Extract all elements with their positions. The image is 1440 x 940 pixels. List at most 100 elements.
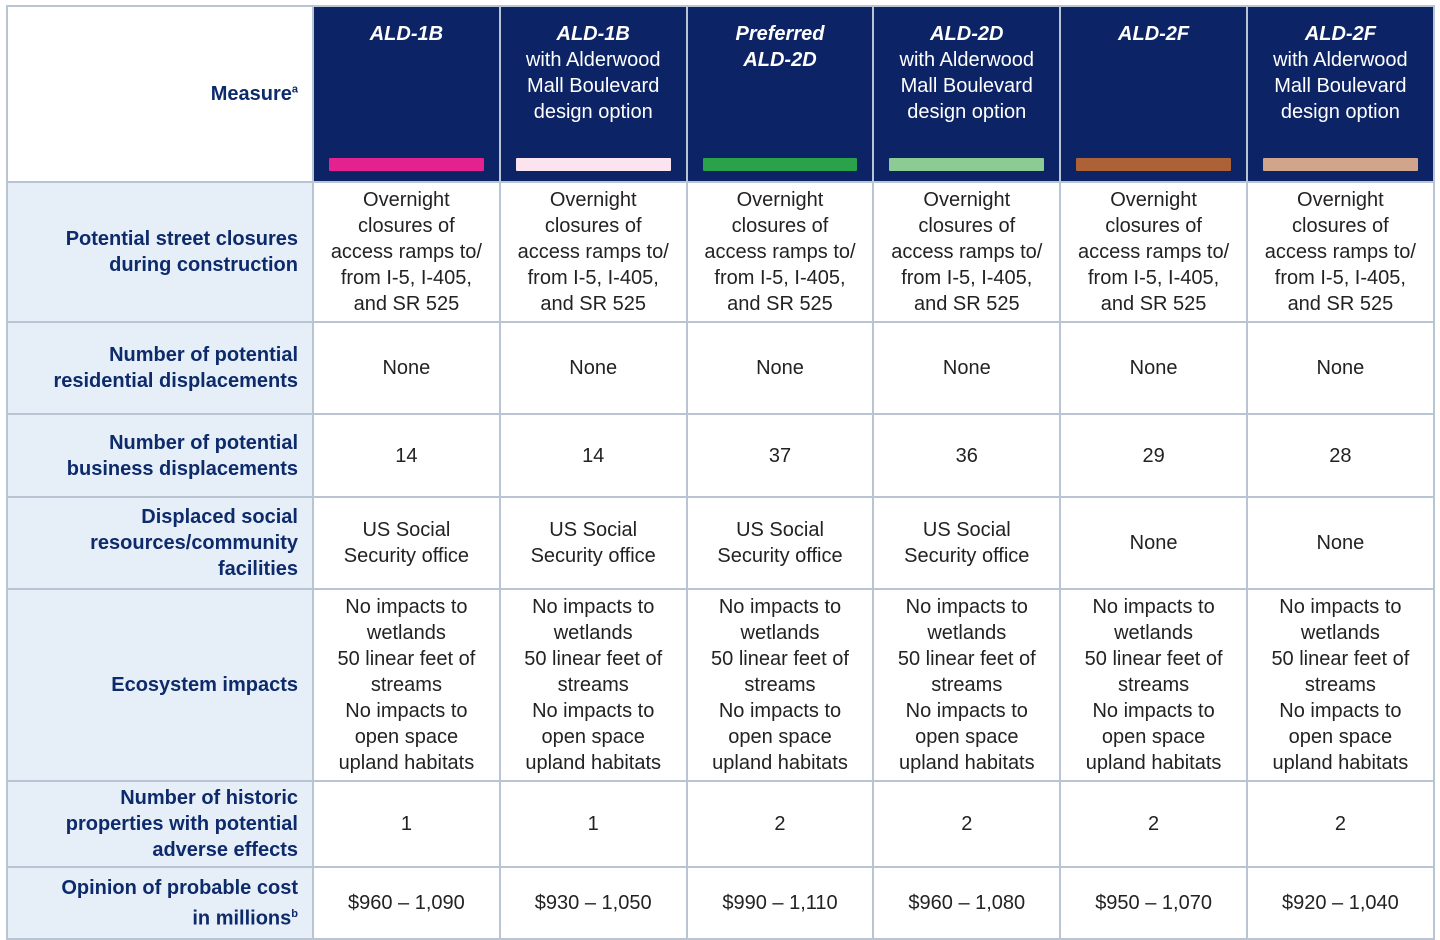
value-line: No impacts to — [1092, 596, 1215, 618]
value-line: US Social — [549, 519, 638, 541]
value-line: closures of — [918, 215, 1016, 237]
value-line: and SR 525 — [540, 293, 647, 315]
value-cell: No impacts to wetlands 50 linear feet of st… — [312, 588, 501, 782]
value-cell: None — [1245, 321, 1435, 415]
alt-name: ALD-1B — [556, 23, 630, 45]
value-line: No impacts to — [1092, 700, 1215, 722]
value-cell: 28 — [1245, 413, 1435, 498]
value-line: 2 — [1334, 813, 1346, 835]
alt-header-ald-2f-option: ALD-2F with Alderwood Mall Boulevard des… — [1245, 5, 1435, 183]
value-cell: $960 – 1,090 — [312, 866, 501, 940]
value-line: open space — [1288, 726, 1393, 748]
row-historic-properties: Number of historic properties with potent… — [6, 780, 1435, 868]
row-label-line: Ecosystem impacts — [111, 674, 298, 696]
row-probable-cost: Opinion of probable cost in millionsb $960… — [6, 866, 1435, 940]
row-label-line: facilities — [217, 558, 298, 580]
value-line: No impacts to — [1279, 700, 1402, 722]
alt-subtitle-line: with Alderwood — [525, 49, 661, 71]
value-line: No impacts to — [905, 700, 1028, 722]
value-cell: 14 — [312, 413, 501, 498]
value-line: US Social — [736, 519, 824, 541]
value-line: 50 linear feet of — [711, 648, 849, 670]
value-line: 28 — [1329, 444, 1352, 467]
row-label: Opinion of probable cost in millionsb — [6, 866, 314, 940]
value-cell: No impacts to wetlands 50 linear feet of st… — [685, 588, 875, 782]
value-line: Security office — [717, 545, 843, 567]
value-cell: 1 — [312, 780, 501, 868]
value-cell: Overnight closures of access ramps to/from… — [312, 181, 501, 323]
row-label-footnote-marker: b — [291, 907, 298, 920]
value-line: 2 — [774, 813, 786, 835]
table-body: Potential street closures during construc… — [6, 181, 1435, 940]
alt-color-swatch — [515, 158, 671, 171]
alternatives-comparison-table: Measurea ALD-1B ALD-1B with Alderwood Ma… — [6, 5, 1435, 940]
value-line: 1 — [400, 813, 412, 835]
row-label-line: Displaced social — [141, 506, 298, 528]
value-line: wetlands — [366, 622, 446, 644]
value-line: 14 — [582, 444, 605, 467]
value-line: Overnight — [363, 189, 450, 211]
alt-subtitle-line: design option — [533, 101, 653, 123]
row-social-resources: Displaced social resources/community facil… — [6, 496, 1435, 590]
row-business-displacements: Number of potential business displacement… — [6, 413, 1435, 498]
alt-color-swatch — [1076, 158, 1231, 171]
value-line: 50 linear feet of — [524, 648, 663, 670]
row-label-line: Number of potential — [109, 431, 298, 454]
value-line: streams — [1118, 674, 1190, 696]
value-line: upland habitats — [525, 752, 662, 774]
value-line: Security office — [904, 545, 1030, 567]
alt-header-ald-1b: ALD-1B — [312, 5, 501, 183]
value-line: access ramps to/ — [704, 241, 856, 263]
value-line: streams — [557, 674, 629, 696]
value-line: No impacts to — [718, 700, 842, 722]
comparison-table-container: Measurea ALD-1B ALD-1B with Alderwood Ma… — [6, 5, 1435, 940]
value-line: 37 — [768, 444, 792, 467]
row-label-line: in millionsb — [18, 901, 298, 932]
value-line: 29 — [1142, 444, 1165, 467]
value-line: No impacts to — [345, 596, 468, 618]
value-line: access ramps to/ — [1078, 241, 1230, 263]
value-cell: US Social Security office — [872, 496, 1062, 590]
alt-header-ald-1b-option: ALD-1B with Alderwood Mall Boulevard des… — [498, 5, 688, 183]
alt-name-line-2: ALD-2D — [743, 49, 817, 71]
value-line: 50 linear feet of — [337, 648, 476, 670]
row-label-line: Opinion of probable cost — [61, 876, 298, 899]
alt-subtitle-line: with Alderwood — [1273, 49, 1408, 71]
value-cell: 37 — [685, 413, 875, 498]
value-line: from I-5, I-405, — [714, 267, 846, 289]
value-line: No impacts to — [532, 700, 655, 722]
value-line: and SR 525 — [1287, 293, 1394, 315]
row-label: Displaced social resources/community facil… — [6, 496, 314, 590]
value-line: open space — [728, 726, 832, 748]
value-line: upland habitats — [1272, 752, 1409, 774]
value-line: wetlands — [1300, 622, 1380, 644]
value-cell: No impacts to wetlands 50 linear feet of st… — [498, 588, 688, 782]
row-label: Ecosystem impacts — [6, 588, 314, 782]
value-line: No impacts to — [532, 596, 655, 618]
value-line: streams — [744, 674, 816, 696]
value-cell: 29 — [1059, 413, 1248, 498]
value-line: Overnight — [736, 189, 824, 211]
value-cell: None — [872, 321, 1062, 415]
value-cell: $920 – 1,040 — [1245, 866, 1435, 940]
value-line: None — [1129, 357, 1178, 379]
value-line: No impacts to — [1279, 596, 1402, 618]
value-line: US Social — [362, 519, 451, 541]
value-line: closures of — [1105, 215, 1202, 237]
value-cell: Overnight closures of access ramps to/from… — [685, 181, 875, 323]
value-line: from I-5, I-405, — [1274, 267, 1406, 289]
value-line: upland habitats — [338, 752, 475, 774]
value-line: upland habitats — [1085, 752, 1222, 774]
alt-color-swatch — [329, 158, 484, 171]
value-line: closures of — [358, 215, 455, 237]
value-line: wetlands — [1114, 622, 1194, 644]
value-line: closures of — [544, 215, 642, 237]
row-ecosystem-impacts: Ecosystem impacts No impacts to wetlands 50… — [6, 588, 1435, 782]
value-line: No impacts to — [345, 700, 468, 722]
value-line: closures of — [731, 215, 829, 237]
value-cell: 2 — [685, 780, 875, 868]
row-label-line: business displacements — [66, 457, 298, 480]
value-cell: No impacts to wetlands 50 linear feet of st… — [872, 588, 1062, 782]
alt-name: ALD-2D — [930, 23, 1004, 45]
value-line: None — [1316, 532, 1365, 554]
